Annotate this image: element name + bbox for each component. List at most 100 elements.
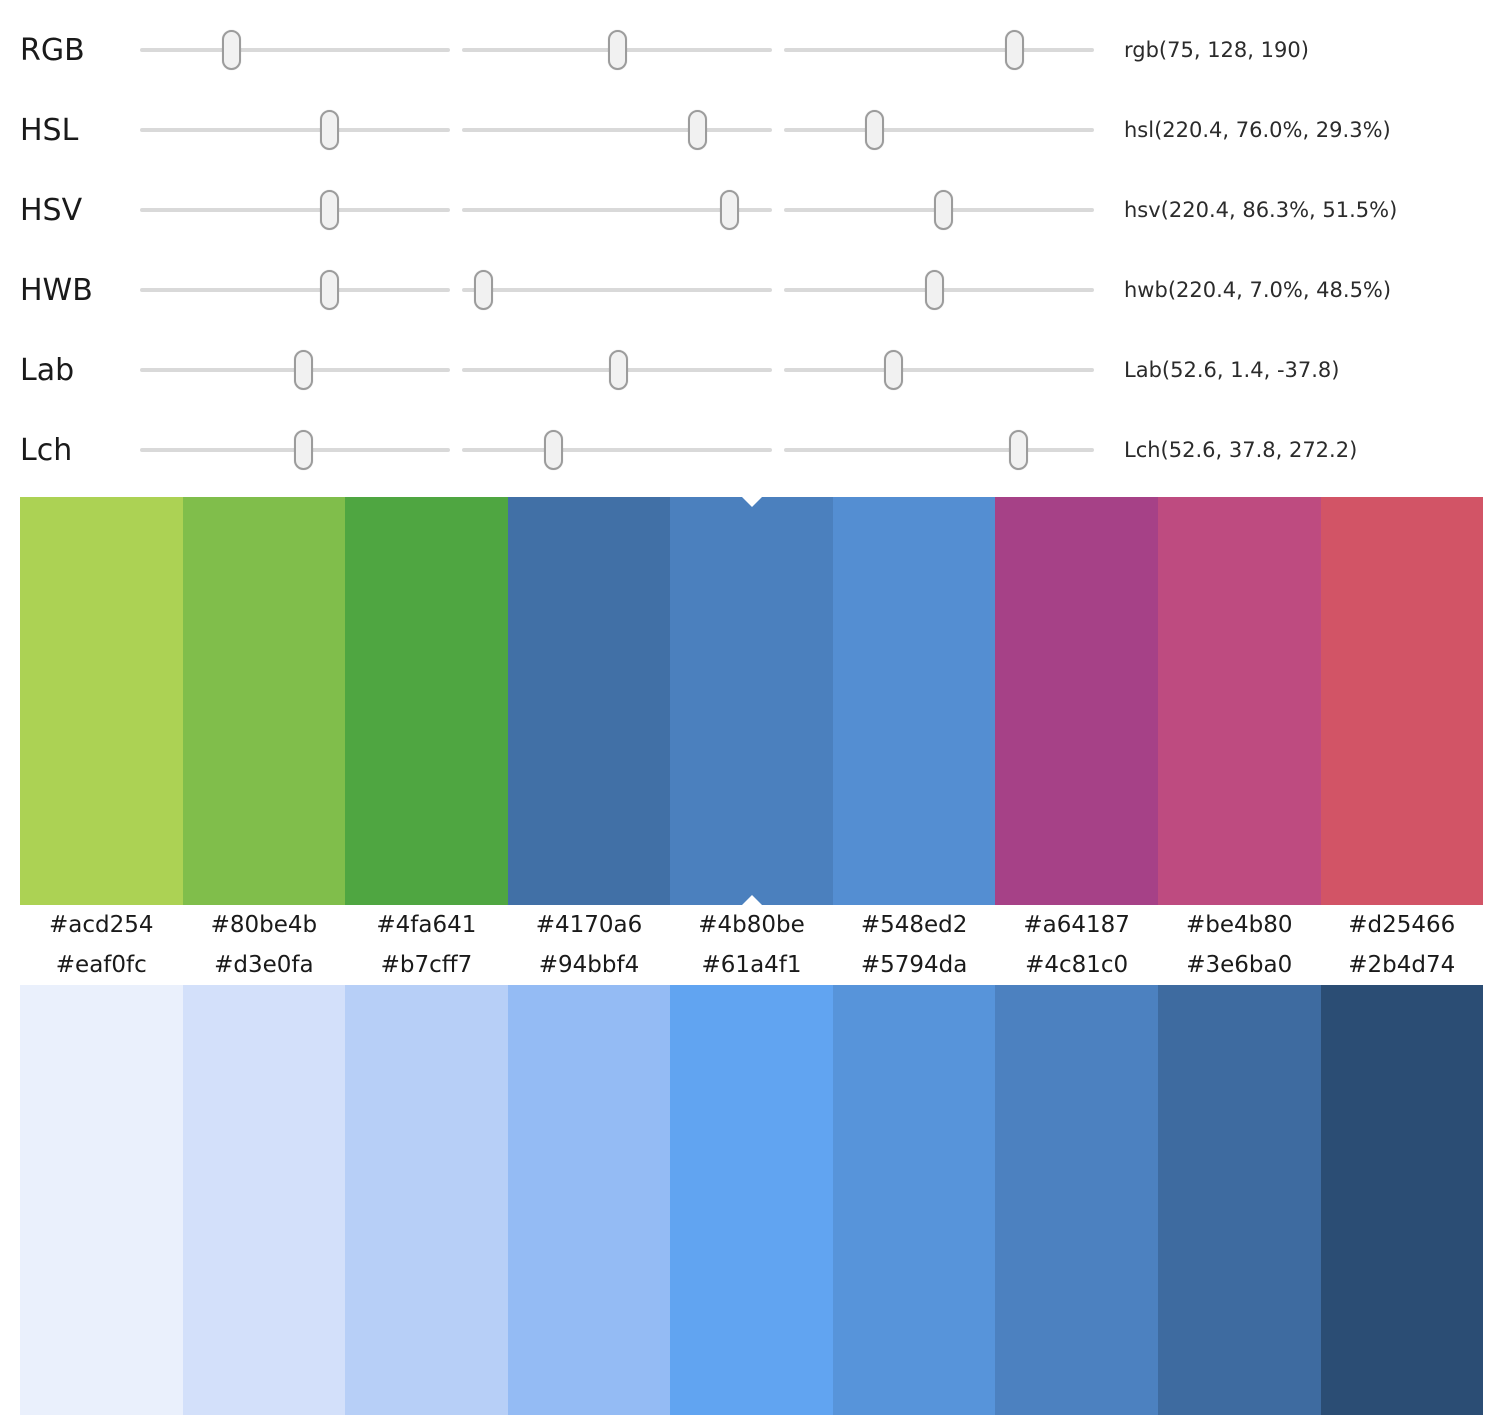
color-readout-lch: Lch(52.6, 37.8, 272.2) bbox=[1124, 438, 1358, 462]
palette-top-labels: #acd254 #80be4b #4fa641 #4170a6 #4b80be #548e… bbox=[20, 905, 1483, 945]
hex-label: #be4b80 bbox=[1185, 912, 1293, 938]
slider-thumb[interactable] bbox=[474, 270, 494, 310]
slider-rgb-channel-1[interactable] bbox=[140, 26, 450, 74]
slider-thumb[interactable] bbox=[609, 350, 629, 390]
colorspace-label-rgb: RGB bbox=[20, 32, 85, 68]
slider-row-lch: Lch Lch(52.6, 37.8, 272.2) bbox=[20, 410, 1483, 490]
slider-row-hsl: HSL hsl(220.4, 76.0%, 29.3%) bbox=[20, 90, 1483, 170]
slider-thumb[interactable] bbox=[320, 270, 340, 310]
slider-thumb[interactable] bbox=[720, 190, 740, 230]
slider-rgb-channel-3[interactable] bbox=[784, 26, 1094, 74]
slider-thumb[interactable] bbox=[865, 110, 885, 150]
slider-hsl-channel-1[interactable] bbox=[140, 106, 450, 154]
slider-lab-channel-1[interactable] bbox=[140, 346, 450, 394]
palette-swatch[interactable] bbox=[182, 985, 346, 1415]
slider-thumb[interactable] bbox=[883, 350, 903, 390]
palette-swatch[interactable] bbox=[995, 985, 1158, 1415]
palette-swatch[interactable] bbox=[1157, 497, 1321, 905]
slider-lab-channel-2[interactable] bbox=[462, 346, 772, 394]
slider-track[interactable] bbox=[462, 128, 772, 132]
palette-swatch[interactable] bbox=[507, 497, 671, 905]
slider-thumb[interactable] bbox=[543, 430, 563, 470]
slider-panel: RGB rgb(75, 128, 190) HSL hsl(220.4, 76.0%,… bbox=[0, 0, 1501, 490]
slider-hsl-channel-3[interactable] bbox=[784, 106, 1094, 154]
hex-label: #d25466 bbox=[1348, 912, 1456, 938]
slider-lch-channel-2[interactable] bbox=[462, 426, 772, 474]
colorspace-label-hsv: HSV bbox=[20, 192, 83, 228]
slider-track[interactable] bbox=[784, 368, 1094, 372]
slider-thumb[interactable] bbox=[688, 110, 708, 150]
slider-track[interactable] bbox=[140, 128, 450, 132]
slider-track[interactable] bbox=[140, 288, 450, 292]
slider-thumb[interactable] bbox=[293, 430, 313, 470]
slider-hsv-channel-3[interactable] bbox=[784, 186, 1094, 234]
slider-hwb-channel-3[interactable] bbox=[784, 266, 1094, 314]
hex-label: #61a4f1 bbox=[701, 952, 802, 978]
slider-lab-channel-3[interactable] bbox=[784, 346, 1094, 394]
slider-row-hwb: HWB hwb(220.4, 7.0%, 48.5%) bbox=[20, 250, 1483, 330]
slider-track[interactable] bbox=[140, 48, 450, 52]
slider-thumb[interactable] bbox=[320, 110, 340, 150]
hex-label: #4b80be bbox=[698, 912, 805, 938]
palette-bottom-labels: #eaf0fc #d3e0fa #b7cff7 #94bbf4 #61a4f1 #5794… bbox=[20, 945, 1483, 985]
slider-track[interactable] bbox=[784, 128, 1094, 132]
slider-hsv-channel-1[interactable] bbox=[140, 186, 450, 234]
color-readout-rgb: rgb(75, 128, 190) bbox=[1124, 38, 1309, 62]
slider-row-rgb: RGB rgb(75, 128, 190) bbox=[20, 10, 1483, 90]
slider-track[interactable] bbox=[140, 208, 450, 212]
palette-swatch[interactable] bbox=[832, 497, 996, 905]
slider-track[interactable] bbox=[784, 448, 1094, 452]
slider-track[interactable] bbox=[462, 208, 772, 212]
hex-label: #4fa641 bbox=[376, 912, 477, 938]
palette-swatch[interactable] bbox=[1320, 985, 1484, 1415]
slider-track[interactable] bbox=[784, 48, 1094, 52]
slider-thumb[interactable] bbox=[293, 350, 313, 390]
slider-rgb-channel-2[interactable] bbox=[462, 26, 772, 74]
palette-swatch[interactable] bbox=[1320, 497, 1484, 905]
palette-top-strip bbox=[20, 497, 1484, 905]
hex-label: #a64187 bbox=[1023, 912, 1130, 938]
slider-thumb[interactable] bbox=[924, 270, 944, 310]
palette-swatch[interactable] bbox=[345, 985, 508, 1415]
hex-label: #548ed2 bbox=[860, 912, 968, 938]
color-readout-hwb: hwb(220.4, 7.0%, 48.5%) bbox=[1124, 278, 1392, 302]
hex-label: #acd254 bbox=[49, 912, 154, 938]
slider-track[interactable] bbox=[462, 448, 772, 452]
slider-thumb[interactable] bbox=[1005, 30, 1025, 70]
slider-thumb[interactable] bbox=[934, 190, 954, 230]
slider-thumb[interactable] bbox=[221, 30, 241, 70]
slider-thumb[interactable] bbox=[1008, 430, 1028, 470]
palette-swatch[interactable] bbox=[182, 497, 346, 905]
hex-label: #80be4b bbox=[210, 912, 318, 938]
colorspace-label-lab: Lab bbox=[20, 352, 75, 388]
hex-label: #94bbf4 bbox=[538, 952, 640, 978]
slider-lch-channel-3[interactable] bbox=[784, 426, 1094, 474]
palette-swatch[interactable] bbox=[20, 985, 183, 1415]
hex-label: #2b4d74 bbox=[1348, 952, 1456, 978]
slider-row-hsv: HSV hsv(220.4, 86.3%, 51.5%) bbox=[20, 170, 1483, 250]
slider-hsv-channel-2[interactable] bbox=[462, 186, 772, 234]
slider-track[interactable] bbox=[462, 288, 772, 292]
palette-swatch[interactable] bbox=[20, 497, 183, 905]
color-readout-hsv: hsv(220.4, 86.3%, 51.5%) bbox=[1124, 198, 1398, 222]
colorspace-label-hwb: HWB bbox=[20, 272, 93, 308]
slider-thumb[interactable] bbox=[608, 30, 628, 70]
slider-hwb-channel-2[interactable] bbox=[462, 266, 772, 314]
hex-label: #d3e0fa bbox=[214, 952, 314, 978]
hex-label: #b7cff7 bbox=[380, 952, 473, 978]
slider-hwb-channel-1[interactable] bbox=[140, 266, 450, 314]
palette-swatch-selected[interactable] bbox=[670, 497, 833, 905]
palette-swatch[interactable] bbox=[832, 985, 996, 1415]
slider-hsl-channel-2[interactable] bbox=[462, 106, 772, 154]
hex-label: #3e6ba0 bbox=[1186, 952, 1293, 978]
slider-lch-channel-1[interactable] bbox=[140, 426, 450, 474]
palette-swatch[interactable] bbox=[345, 497, 508, 905]
slider-thumb[interactable] bbox=[320, 190, 340, 230]
palette-swatch[interactable] bbox=[507, 985, 671, 1415]
palette-swatch[interactable] bbox=[1157, 985, 1321, 1415]
color-readout-lab: Lab(52.6, 1.4, -37.8) bbox=[1124, 358, 1340, 382]
palette-swatch[interactable] bbox=[670, 985, 833, 1415]
palette-swatch[interactable] bbox=[995, 497, 1158, 905]
hex-label: #4c81c0 bbox=[1025, 952, 1129, 978]
